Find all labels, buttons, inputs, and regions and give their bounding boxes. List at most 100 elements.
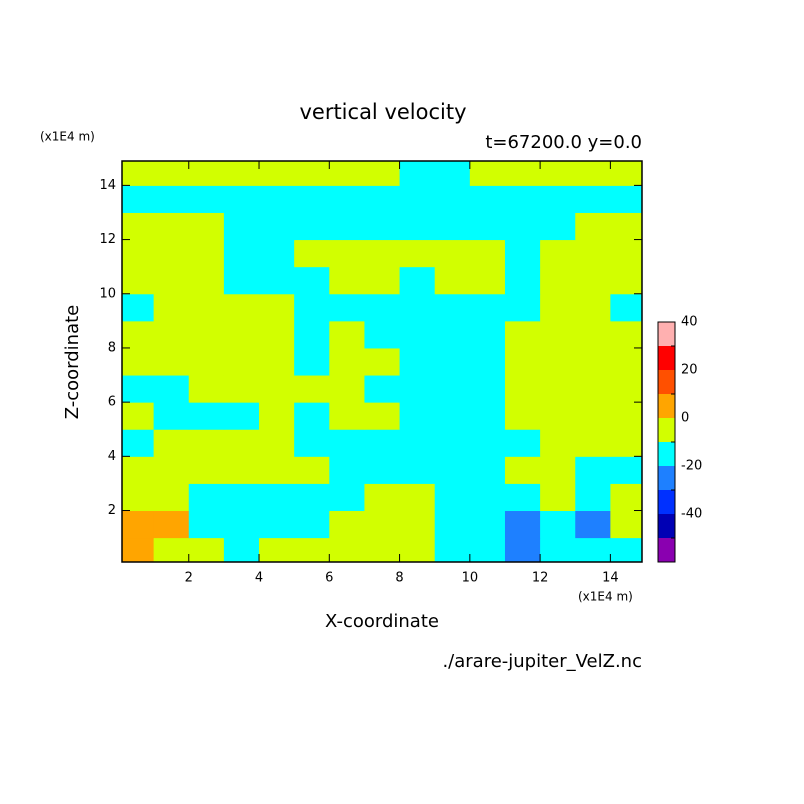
contour-cell xyxy=(329,402,365,430)
contour-cell xyxy=(469,537,506,563)
contour-cell xyxy=(188,375,225,403)
contour-cell xyxy=(153,375,190,403)
contour-cell xyxy=(504,429,541,457)
contour-cell xyxy=(122,320,155,349)
contour-cell xyxy=(610,185,643,213)
contour-cell xyxy=(223,483,260,512)
contour-cell xyxy=(188,456,225,484)
contour-cell xyxy=(575,293,611,322)
contour-cell xyxy=(504,456,541,484)
contour-cell xyxy=(223,429,260,457)
contour-cell xyxy=(504,266,541,295)
plot-frame xyxy=(121,160,643,563)
contour-cell xyxy=(469,347,506,376)
contour-cell xyxy=(434,185,471,213)
contour-cell xyxy=(364,510,401,539)
contour-cell xyxy=(188,185,225,213)
contour-cell xyxy=(259,375,295,403)
contour-cell xyxy=(329,185,365,213)
chart-subtitle: t=67200.0 y=0.0 xyxy=(485,132,642,153)
contour-cell xyxy=(575,347,611,376)
contour-cell xyxy=(504,239,541,268)
contour-cell xyxy=(399,402,436,430)
contour-cell xyxy=(434,402,471,430)
x-unit: (x1E4 m) xyxy=(578,590,633,604)
contour-cell xyxy=(188,320,225,349)
x-tick-label: 10 xyxy=(462,571,479,586)
contour-cell xyxy=(364,429,401,457)
contour-cell xyxy=(434,537,471,563)
contour-cell xyxy=(122,347,155,376)
contour-cell xyxy=(259,510,295,539)
contour-cell xyxy=(575,212,611,241)
contour-cell xyxy=(259,456,295,484)
contour-cell xyxy=(610,375,643,403)
colorbar-tick-label: -40 xyxy=(681,507,702,522)
contour-cell xyxy=(223,456,260,484)
contour-cell xyxy=(188,212,225,241)
contour-cell xyxy=(294,456,330,484)
colorbar-swatch xyxy=(658,538,675,562)
contour-cell xyxy=(504,212,541,241)
contour-cell xyxy=(364,212,401,241)
contour-cell xyxy=(259,483,295,512)
contour-cell xyxy=(399,212,436,241)
contour-cell xyxy=(259,185,295,213)
contour-cell xyxy=(504,320,541,349)
contour-cell xyxy=(434,347,471,376)
contour-cell xyxy=(188,347,225,376)
contour-cell xyxy=(223,510,260,539)
contour-cell xyxy=(122,161,155,186)
contour-cell xyxy=(540,483,576,512)
contour-cell xyxy=(610,402,643,430)
contour-cell xyxy=(153,483,190,512)
contour-cell xyxy=(153,239,190,268)
colorbar-swatch xyxy=(658,370,675,394)
contour-cell xyxy=(469,266,506,295)
contour-cell xyxy=(610,320,643,349)
contour-cell xyxy=(469,483,506,512)
contour-cell xyxy=(364,375,401,403)
contour-cell xyxy=(540,347,576,376)
contour-cell xyxy=(294,375,330,403)
contour-cell xyxy=(504,402,541,430)
contour-cell xyxy=(469,429,506,457)
contour-cell xyxy=(399,239,436,268)
contour-cell xyxy=(329,239,365,268)
contour-cell xyxy=(223,212,260,241)
contour-cell xyxy=(259,293,295,322)
x-tick-label: 12 xyxy=(532,571,549,586)
contour-cell xyxy=(540,537,576,563)
x-tick-label: 2 xyxy=(185,571,193,586)
contour-cell xyxy=(610,537,643,563)
contour-cell xyxy=(469,185,506,213)
contour-cell xyxy=(504,375,541,403)
contour-cell xyxy=(434,239,471,268)
contour-cell xyxy=(469,239,506,268)
contour-cell xyxy=(122,185,155,213)
colorbar-swatch xyxy=(658,346,675,370)
contour-cell xyxy=(540,185,576,213)
contour-cell xyxy=(540,293,576,322)
contour-cell xyxy=(259,266,295,295)
source-file: ./arare-jupiter_VelZ.nc xyxy=(442,651,642,672)
contour-cell xyxy=(188,510,225,539)
contour-cell xyxy=(223,402,260,430)
contour-cell xyxy=(329,161,365,186)
contour-cell xyxy=(575,266,611,295)
contour-cell xyxy=(504,185,541,213)
contour-cell xyxy=(610,293,643,322)
contour-cell xyxy=(469,402,506,430)
contour-cell xyxy=(575,456,611,484)
contour-cell xyxy=(188,239,225,268)
contour-cell xyxy=(399,293,436,322)
contour-cell xyxy=(610,510,643,539)
contour-cell xyxy=(610,456,643,484)
x-tick-label: 14 xyxy=(602,571,619,586)
contour-cell xyxy=(122,375,155,403)
contour-cell xyxy=(540,510,576,539)
contour-cell xyxy=(223,375,260,403)
contour-cell xyxy=(469,510,506,539)
contour-cell xyxy=(153,320,190,349)
